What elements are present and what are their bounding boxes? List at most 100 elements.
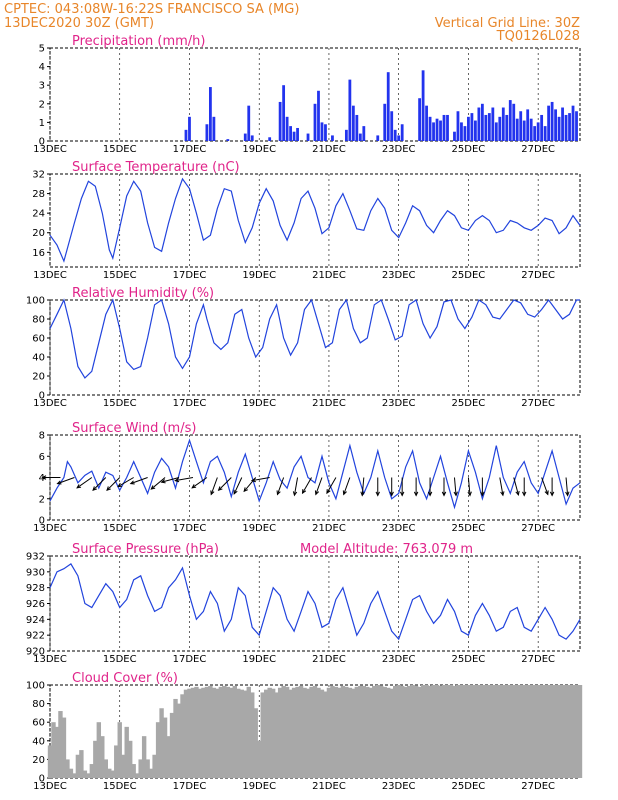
panel-title: Relative Humidity (%) bbox=[72, 286, 214, 301]
precip-bar bbox=[285, 116, 289, 141]
cloud-bar bbox=[515, 685, 520, 778]
wind-arrow bbox=[565, 477, 570, 497]
y-tick-label: 4 bbox=[39, 62, 45, 73]
header-grid-note: Vertical Grid Line: 30Z bbox=[435, 16, 580, 31]
wind-arrow-head bbox=[413, 491, 419, 497]
cloud-bar bbox=[549, 685, 555, 778]
cloud-bar bbox=[410, 685, 415, 778]
cloud-bar bbox=[295, 686, 300, 778]
cloud-bar bbox=[490, 685, 496, 778]
precip-bar bbox=[212, 116, 216, 141]
panel-1: 13DEC 15DEC 17DEC 19DEC 21DEC 23DEC 25DEC 27DEC… bbox=[32, 160, 581, 281]
cloud-bar bbox=[187, 688, 192, 778]
panel-title: Surface Temperature (nC) bbox=[72, 160, 240, 175]
x-tick-label: 19DEC bbox=[242, 781, 276, 792]
cloud-bar bbox=[420, 685, 426, 778]
wind-arrow-head bbox=[92, 486, 98, 492]
y-tick-label: 920 bbox=[26, 647, 45, 658]
precip-bar bbox=[351, 105, 355, 141]
cloud-bar bbox=[180, 694, 185, 778]
y-tick-label: 40 bbox=[32, 353, 45, 364]
cloud-bar bbox=[487, 685, 492, 778]
cloud-bar bbox=[392, 685, 398, 778]
wind-arrow-shaft bbox=[92, 477, 107, 491]
precip-bar bbox=[575, 111, 578, 141]
wind-arrow-head bbox=[233, 489, 238, 495]
cloud-bar bbox=[560, 685, 565, 778]
cloud-bar bbox=[330, 685, 335, 778]
precip-bar bbox=[533, 126, 537, 141]
wind-arrow-head bbox=[427, 491, 433, 497]
cloud-bar bbox=[389, 688, 394, 778]
wind-arrow-head bbox=[522, 491, 527, 497]
cloud-bar bbox=[183, 689, 189, 778]
precip-bar bbox=[324, 124, 327, 141]
wind-arrow-head bbox=[76, 484, 82, 489]
x-tick-label: 27DEC bbox=[521, 144, 555, 155]
wind-arrow-head bbox=[191, 484, 197, 489]
x-tick-label: 27DEC bbox=[521, 270, 555, 281]
precip-bar bbox=[526, 109, 530, 141]
cloud-bar bbox=[166, 736, 171, 778]
wind-arrow bbox=[276, 477, 285, 496]
cloud-bar bbox=[194, 686, 199, 778]
precip-bar bbox=[480, 103, 484, 141]
cloud-bar bbox=[532, 685, 537, 778]
y-tick-label: 6 bbox=[39, 452, 45, 463]
precip-bar bbox=[296, 127, 299, 141]
cloud-bar bbox=[176, 703, 182, 778]
cloud-bar bbox=[211, 687, 217, 778]
cloud-bar bbox=[504, 685, 509, 778]
x-tick-label: 17DEC bbox=[173, 144, 207, 155]
precip-bar bbox=[467, 116, 470, 141]
precip-bar bbox=[470, 113, 474, 141]
x-tick-label: 19DEC bbox=[242, 523, 276, 534]
wind-arrow bbox=[326, 477, 337, 495]
wind-arrow-head bbox=[292, 491, 298, 497]
wind-arrow-head bbox=[389, 491, 394, 497]
y-tick-label: 20 bbox=[32, 228, 45, 239]
cloud-bar bbox=[82, 770, 88, 778]
panel-title: Cloud Cover (%) bbox=[72, 671, 178, 686]
cloud-bar bbox=[61, 717, 67, 778]
cloud-bar bbox=[570, 685, 576, 778]
wind-arrow-head bbox=[117, 482, 123, 488]
precip-bar bbox=[376, 135, 380, 141]
wind-arrow bbox=[217, 477, 232, 492]
cloud-bar bbox=[201, 687, 206, 778]
precip-bar bbox=[344, 129, 348, 141]
precip-bar bbox=[540, 114, 544, 141]
cloud-bar bbox=[417, 686, 422, 778]
precip-bar bbox=[512, 103, 516, 141]
y-tick-label: 2 bbox=[39, 99, 45, 110]
cloud-bar bbox=[455, 685, 461, 778]
wind-arrow bbox=[117, 477, 134, 488]
precip-bar bbox=[400, 124, 404, 141]
wind-arrow bbox=[467, 477, 472, 497]
cloud-bar bbox=[246, 686, 251, 778]
cloud-bar bbox=[162, 717, 168, 778]
y-tick-label: 60 bbox=[32, 334, 45, 345]
x-tick-label: 23DEC bbox=[382, 781, 416, 792]
cloud-bar bbox=[124, 726, 129, 778]
precip-bar bbox=[348, 79, 352, 141]
cloud-bar bbox=[155, 722, 161, 778]
cloud-bar bbox=[204, 686, 210, 778]
wind-arrow-shaft bbox=[130, 477, 148, 485]
y-tick-label: 2 bbox=[39, 494, 45, 505]
cloud-bar bbox=[497, 685, 503, 778]
panel-title: Surface Wind (m/s) bbox=[72, 421, 196, 436]
x-tick-label: 27DEC bbox=[521, 654, 555, 665]
wind-arrow-head bbox=[160, 479, 166, 484]
precip-bar bbox=[564, 114, 568, 141]
wind-arrow-head bbox=[549, 491, 555, 497]
cloud-bar bbox=[208, 685, 213, 778]
y-tick-label: 3 bbox=[39, 81, 45, 92]
x-tick-label: 15DEC bbox=[103, 398, 137, 409]
cloud-bar bbox=[480, 685, 485, 778]
wind-arrow-head bbox=[342, 490, 347, 496]
cloud-bar bbox=[250, 692, 255, 778]
wind-arrow-head bbox=[515, 490, 520, 496]
precip-bar bbox=[515, 118, 519, 141]
x-tick-label: 25DEC bbox=[452, 523, 486, 534]
